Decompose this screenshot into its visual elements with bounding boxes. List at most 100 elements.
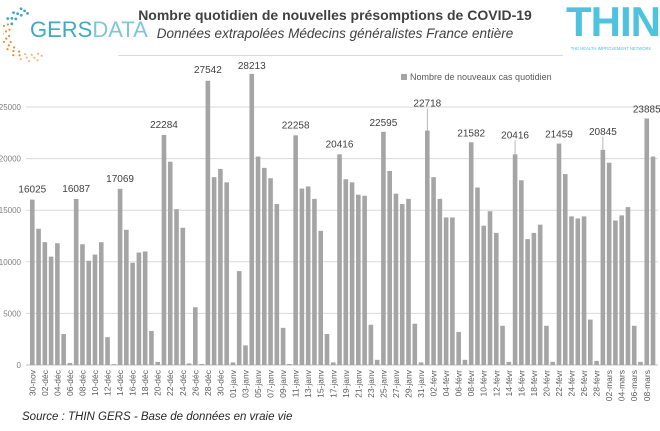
x-tick-label: 01-janv — [228, 369, 238, 398]
bar — [374, 359, 380, 365]
x-tick-label: 22-déc — [165, 369, 175, 396]
x-tick-label: 30-nov — [27, 369, 37, 396]
bar — [581, 216, 587, 365]
x-tick-label: 14-févr — [504, 370, 514, 397]
x-tick-label: 10-févr — [479, 370, 489, 397]
logo-dot — [33, 56, 36, 59]
x-tick-label: 10-déc — [90, 369, 100, 396]
bar — [588, 319, 593, 365]
data-label: 22258 — [282, 120, 310, 131]
data-label: 22284 — [150, 120, 178, 131]
bar — [531, 232, 537, 365]
bar — [73, 198, 79, 365]
chart-title: Nombre quotidien de nouvelles présomptio… — [138, 7, 532, 23]
logo-dot — [9, 40, 12, 44]
data-label: 21459 — [545, 130, 573, 141]
bar — [136, 252, 142, 365]
bar — [556, 143, 562, 365]
bar — [337, 154, 342, 365]
bar — [67, 362, 73, 365]
bar — [55, 243, 60, 365]
bar — [274, 204, 280, 365]
bar — [387, 170, 392, 365]
thin-logo-tagline: THE HEALTH IMPROVEMENT NETWORK — [570, 46, 652, 51]
logo-dot — [19, 58, 22, 61]
bar — [569, 216, 574, 365]
logo-dot — [13, 46, 16, 49]
bar — [161, 135, 167, 365]
bar — [412, 323, 418, 365]
x-tick-label: 09-janv — [278, 369, 288, 398]
x-tick-label: 18-févr — [529, 370, 539, 397]
x-tick-label: 24-déc — [178, 369, 188, 396]
logo-dot — [19, 7, 23, 11]
x-tick-label: 02-déc — [40, 369, 50, 396]
bar — [644, 118, 650, 365]
bar — [500, 325, 505, 365]
logo-dot — [36, 59, 39, 62]
logo-dot — [4, 30, 8, 33]
bar — [343, 179, 349, 365]
gers-logo-part1: GERS — [30, 17, 93, 42]
bar — [425, 130, 430, 365]
bar — [299, 188, 305, 365]
bar — [92, 254, 98, 365]
x-tick-label: 04-févr — [441, 370, 451, 397]
logo-dot — [10, 22, 14, 26]
bar — [487, 211, 493, 365]
logo-dot — [30, 53, 33, 56]
logo-dot — [3, 40, 5, 43]
x-tick-label: 24-févr — [567, 370, 577, 397]
bar — [475, 187, 480, 365]
bar — [362, 195, 367, 365]
x-tick-label: 17-janv — [328, 369, 338, 398]
logo-dot — [12, 50, 15, 53]
bar — [638, 361, 643, 365]
data-label: 21582 — [457, 128, 485, 139]
data-label: 22595 — [370, 118, 398, 129]
data-label: 20416 — [326, 139, 354, 150]
x-tick-label: 22-févr — [554, 370, 564, 397]
bar — [130, 262, 135, 365]
bar — [544, 325, 549, 365]
logo-dot — [10, 16, 14, 20]
bar — [218, 168, 223, 365]
bar — [149, 330, 154, 365]
data-label: 27542 — [194, 65, 222, 76]
bar — [211, 177, 217, 365]
data-label: 16087 — [62, 184, 90, 195]
x-tick-label: 20-févr — [541, 370, 551, 397]
bar — [48, 256, 54, 365]
bar — [431, 177, 436, 365]
logo-dot — [24, 53, 27, 56]
bar — [381, 131, 386, 365]
logo-dot — [25, 56, 28, 59]
logo-dot — [26, 11, 29, 15]
source-note: Source : THIN GERS - Base de données en … — [22, 411, 293, 423]
x-tick-label: 31-janv — [416, 369, 426, 398]
logo-dot — [6, 17, 10, 20]
x-tick-label: 03-janv — [240, 369, 250, 398]
gers-logo-part2: DATA — [92, 17, 148, 42]
bar — [406, 198, 411, 365]
bar — [324, 334, 330, 365]
bar — [193, 307, 198, 365]
x-tick-label: 11-janv — [291, 369, 301, 397]
x-tick-label: 02-févr — [429, 370, 439, 397]
y-tick-label: 5000 — [3, 309, 21, 318]
x-tick-label: 13-janv — [303, 369, 313, 398]
bar — [619, 215, 624, 365]
bar — [393, 193, 399, 365]
bar — [293, 135, 298, 365]
logo-dot — [3, 32, 4, 35]
x-tick-label: 07-janv — [266, 369, 276, 398]
y-tick-label: 10000 — [0, 258, 22, 267]
logo-dot — [6, 23, 9, 26]
x-tick-label: 28-févr — [592, 370, 602, 397]
x-tick-label: 30-déc — [215, 369, 225, 396]
logo-dot — [37, 52, 40, 55]
x-tick-label: 08-mars — [642, 370, 652, 401]
x-tick-label: 26-déc — [190, 369, 200, 396]
x-tick-label: 12-déc — [103, 369, 113, 396]
